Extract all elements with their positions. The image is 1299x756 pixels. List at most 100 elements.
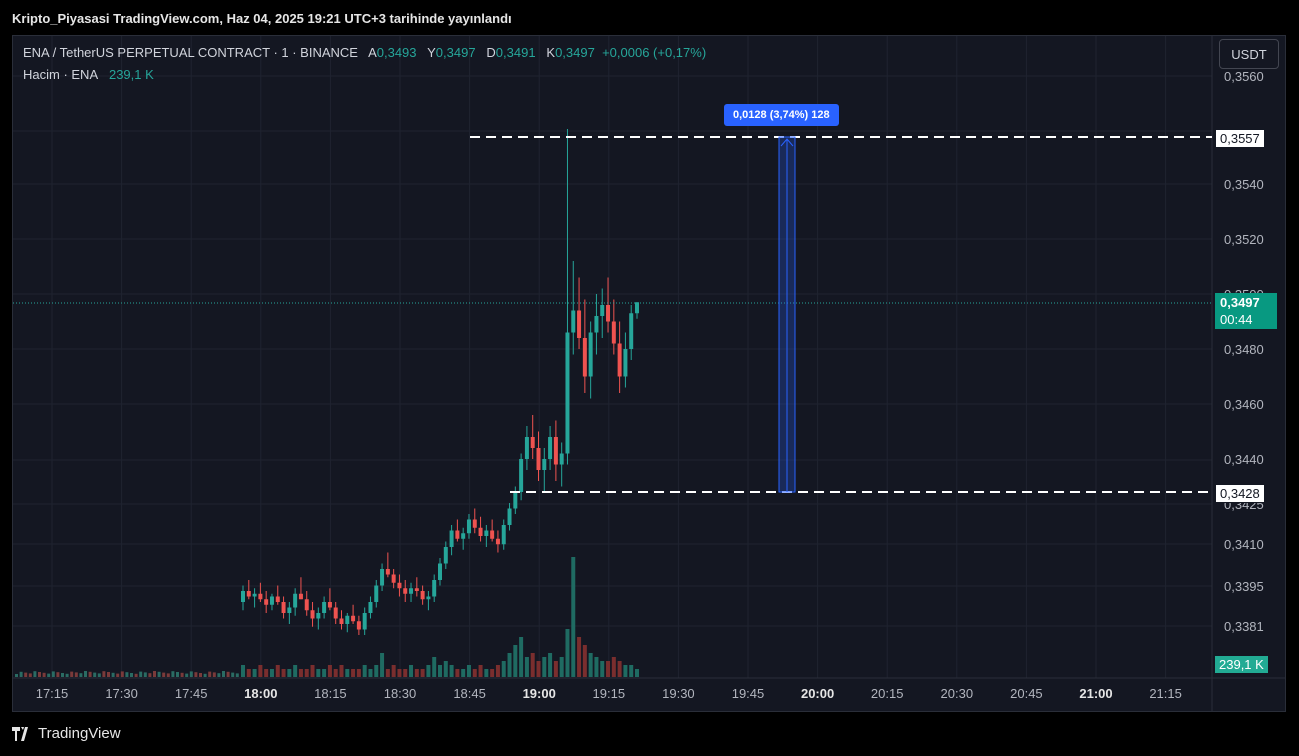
candle-body	[362, 613, 367, 630]
volume-bar	[310, 665, 315, 677]
candle-body	[356, 621, 361, 630]
volume-bar	[565, 629, 570, 677]
candle-body	[611, 321, 616, 344]
volume-bar	[97, 673, 101, 677]
volume-label[interactable]: Hacim · ENA	[23, 67, 99, 82]
volume-bar	[298, 669, 303, 677]
candle-body	[501, 525, 506, 545]
volume-bar	[397, 669, 402, 677]
volume-legend: Hacim · ENA 239,1 K	[23, 67, 154, 82]
volume-bar	[594, 657, 599, 677]
close-label: K	[546, 45, 556, 60]
tradingview-logo-icon	[12, 726, 28, 741]
candle-body	[519, 459, 524, 492]
volume-bar	[176, 672, 179, 677]
volume-bar	[171, 671, 175, 677]
candle-body	[397, 582, 402, 589]
volume-bar	[241, 665, 245, 677]
volume-bar	[606, 661, 611, 677]
volume-bar	[79, 673, 83, 677]
candle-body	[507, 508, 512, 525]
volume-bar	[231, 672, 235, 677]
time-tick-label: 21:15	[1149, 686, 1182, 701]
price-tick-label: 0,3395	[1224, 579, 1264, 594]
volume-bar	[166, 673, 170, 677]
candle-body	[588, 332, 593, 377]
upper-price-tag: 0,3557	[1215, 129, 1265, 148]
time-tick-label: 19:30	[662, 686, 695, 701]
volume-bar	[461, 669, 466, 677]
time-tick-label: 18:00	[244, 686, 278, 701]
candle-body	[258, 593, 263, 600]
volume-bar	[226, 671, 230, 677]
volume-bar	[582, 645, 587, 677]
volume-bar	[443, 661, 448, 677]
volume-bar	[327, 665, 332, 677]
volume-bar	[15, 674, 18, 677]
time-tick-label: 20:00	[800, 686, 835, 701]
candle-body	[409, 588, 414, 594]
volume-bar	[426, 665, 431, 677]
candle-body	[449, 530, 454, 547]
time-tick-label: 20:15	[870, 686, 904, 701]
volume-bar	[185, 673, 189, 677]
candle-body	[536, 448, 541, 470]
volume-bar	[56, 672, 60, 677]
price-tick-label: 0,3410	[1224, 537, 1264, 552]
candle-body	[269, 596, 274, 605]
volume-bar	[28, 673, 32, 677]
volume-bar	[449, 665, 454, 677]
volume-bar	[466, 665, 471, 677]
candle-body	[391, 574, 396, 583]
time-tick-label: 17:15	[35, 686, 69, 701]
volume-bar	[571, 557, 576, 677]
candle-body	[443, 547, 448, 564]
volume-bar	[536, 661, 541, 677]
symbol-name[interactable]: ENA / TetherUS PERPETUAL CONTRACT · 1 · …	[23, 45, 358, 60]
volume-bar	[420, 669, 425, 677]
volume-bar	[107, 672, 110, 677]
volume-bar	[577, 637, 582, 677]
candle-body	[368, 602, 373, 613]
time-tick-label: 18:45	[453, 686, 486, 701]
candle-body	[478, 527, 483, 536]
volume-bar	[102, 671, 106, 677]
price-tick-label: 0,3460	[1224, 397, 1264, 412]
currency-button[interactable]: USDT	[1219, 39, 1279, 69]
volume-bar	[611, 657, 616, 677]
volume-bar	[162, 672, 166, 677]
candle-body	[635, 302, 639, 314]
low-value: 0,3491	[495, 45, 536, 60]
tradingview-logo[interactable]: TradingView	[12, 725, 121, 742]
candle-body	[577, 310, 582, 338]
volume-bar	[438, 665, 442, 677]
countdown-value: 00:44	[1220, 312, 1253, 327]
candle-body	[582, 338, 587, 377]
volume-bar	[130, 673, 133, 677]
volume-bar	[362, 665, 367, 677]
candle-body	[327, 602, 332, 608]
candle-body	[241, 591, 245, 602]
candle-body	[380, 569, 385, 586]
volume-bar	[24, 672, 28, 677]
candle-body	[495, 538, 500, 545]
volume-bar	[414, 669, 419, 677]
price-tick-label: 0,3540	[1224, 177, 1264, 192]
last-price-value: 0,3497	[1220, 295, 1260, 310]
candle-body	[472, 519, 477, 528]
chart-frame[interactable]	[12, 35, 1286, 712]
volume-bar	[47, 673, 51, 677]
volume-bar	[559, 657, 564, 677]
volume-bar	[208, 671, 212, 677]
volume-bar	[600, 661, 605, 677]
time-tick-label: 18:30	[383, 686, 417, 701]
measure-arrowhead	[780, 138, 794, 147]
time-tick-label: 19:15	[592, 686, 626, 701]
candle-body	[304, 599, 309, 611]
volume-bar	[409, 665, 414, 677]
time-tick-label: 21:00	[1079, 686, 1113, 701]
low-label: D	[486, 45, 496, 60]
candle-body	[310, 610, 315, 619]
volume-bar	[120, 671, 124, 677]
